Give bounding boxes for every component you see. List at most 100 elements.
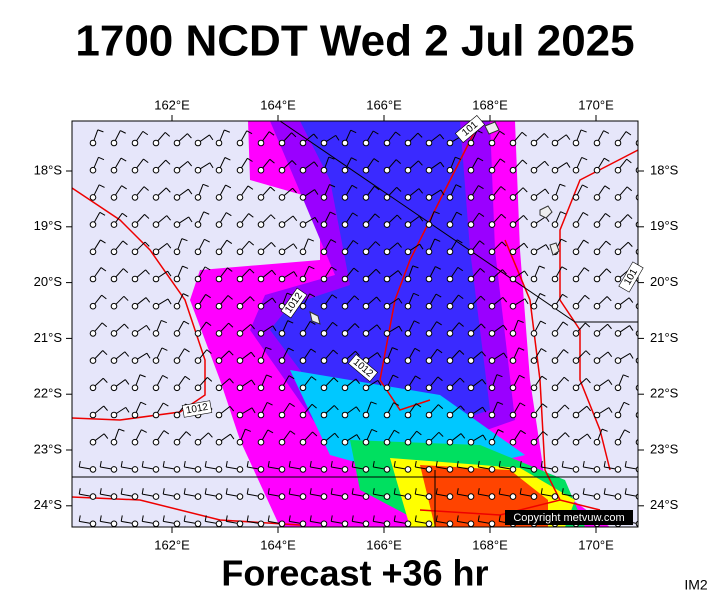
barb-feather [584, 294, 590, 300]
barb-feather [144, 213, 150, 219]
barb-feather [351, 184, 358, 189]
barb-feather [229, 378, 234, 384]
barb-feather [562, 293, 568, 298]
barb-feather [560, 211, 567, 215]
barb-feather [649, 188, 653, 192]
barb-station [488, 438, 496, 446]
barb-feather [605, 240, 611, 246]
barb-feather [540, 488, 543, 495]
barb-feather [203, 211, 210, 215]
lat-label: 20°S [650, 274, 679, 289]
barb-station [404, 466, 412, 473]
barb-station [152, 139, 160, 147]
barb-feather [523, 242, 529, 249]
barb-station [173, 275, 181, 283]
barb-feather [561, 460, 564, 468]
barb-feather [458, 294, 464, 300]
barb-station [530, 275, 538, 283]
barb-feather [182, 265, 189, 269]
barb-station [320, 466, 328, 473]
barb-staff [639, 244, 650, 252]
barb-feather [607, 323, 612, 330]
barb-station [278, 411, 286, 419]
barb-station [404, 302, 412, 310]
barb-feather [228, 322, 234, 328]
barb-station [362, 330, 370, 337]
barb-station [89, 139, 97, 147]
barb-station [131, 520, 139, 527]
barb-feather [183, 488, 186, 495]
barb-station [362, 166, 370, 174]
barb-feather [477, 488, 480, 495]
barb-staff [639, 293, 644, 306]
barb-station [551, 302, 559, 310]
barb-station [278, 221, 286, 228]
barb-station [425, 221, 433, 228]
barb-station [257, 302, 265, 310]
barb-station [425, 438, 433, 446]
lat-label: 23°S [34, 441, 63, 456]
barb-station [299, 139, 307, 147]
barb-feather [249, 268, 255, 274]
barb-station [467, 466, 475, 473]
barb-feather [292, 187, 297, 194]
barb-feather [181, 238, 188, 242]
barb-feather [308, 265, 315, 270]
barb-feather [270, 214, 276, 220]
barb-station [614, 438, 622, 446]
barb-station [383, 357, 391, 364]
barb-feather [629, 325, 634, 331]
barb-station [551, 221, 559, 228]
barb-feather [375, 241, 381, 247]
barb-station [341, 221, 349, 228]
barb-feather [626, 186, 633, 192]
barb-station [215, 384, 223, 392]
barb-station [89, 221, 97, 228]
barb-feather [374, 213, 380, 219]
isobar-label-bg [454, 114, 486, 144]
barb-feather [392, 347, 398, 351]
barb-feather [209, 134, 214, 141]
barb-station [614, 248, 622, 256]
barb-station [383, 166, 391, 174]
barb-feather [124, 351, 130, 357]
barb-station [446, 194, 454, 201]
barb-station [530, 194, 538, 201]
barb-feather [481, 351, 486, 357]
barb-feather [433, 211, 440, 215]
barb-feather [267, 429, 274, 434]
lon-label: 170°E [578, 97, 614, 112]
barb-feather [517, 319, 524, 323]
barb-station [530, 411, 538, 419]
barb-feather [605, 213, 611, 218]
barb-station [299, 357, 307, 364]
barb-station [614, 493, 622, 500]
barb-station [89, 194, 97, 201]
barb-feather [309, 320, 316, 325]
lon-label: 164°E [260, 537, 296, 552]
barb-station [551, 275, 559, 283]
barb-station [488, 466, 496, 473]
barb-station [362, 493, 370, 500]
barb-station [488, 493, 496, 500]
barb-station [551, 411, 559, 419]
copyright: Copyright metvuw.com [513, 512, 624, 524]
isobar-label-text: 1012 [185, 402, 209, 417]
barb-feather [308, 238, 314, 242]
barb-feather [97, 129, 104, 133]
barb-feather [183, 460, 186, 468]
barb-station [194, 275, 202, 283]
barb-station [110, 166, 118, 174]
barb-station [551, 139, 559, 147]
barb-station [152, 438, 160, 446]
barb-feather [582, 212, 589, 216]
barb-feather [501, 213, 507, 219]
barb-feather [476, 129, 483, 134]
barb-station [635, 520, 638, 527]
barb-station [236, 357, 244, 364]
barb-feather [143, 158, 149, 164]
barb-feather [564, 432, 570, 438]
barb-feather [479, 240, 485, 245]
barb-feather [183, 515, 186, 522]
